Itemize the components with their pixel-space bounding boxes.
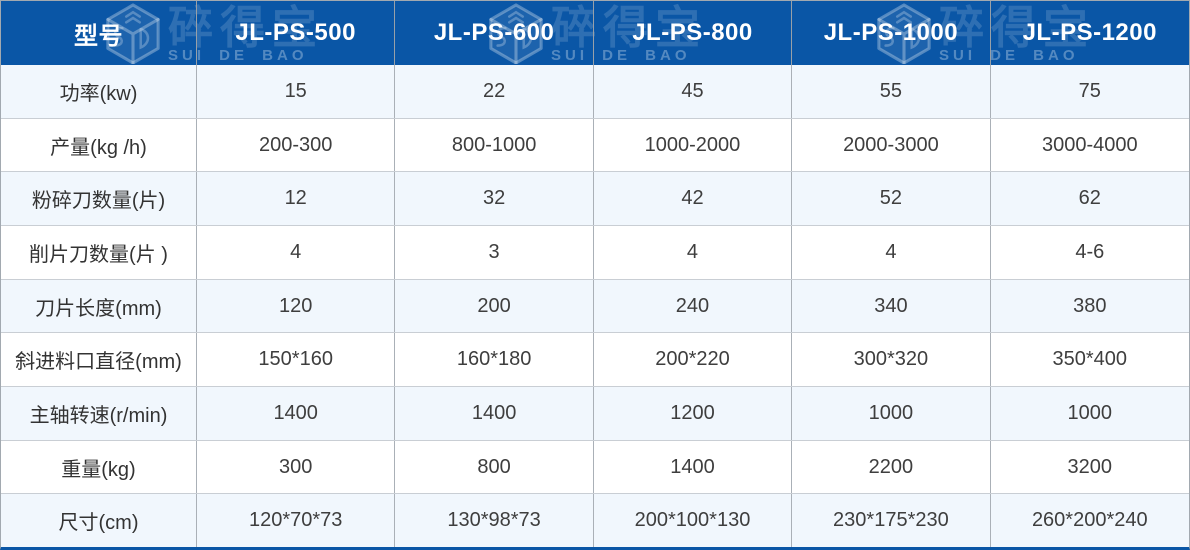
spec-value: 4	[197, 226, 396, 279]
spec-value: 1000-2000	[594, 118, 793, 172]
spec-row-inlet-diameter: 斜进料口直径(mm) 150*160 160*180 200*220 300*3…	[1, 332, 1189, 387]
spec-value: 3000-4000	[1041, 133, 1138, 156]
spec-value: 120	[197, 279, 396, 333]
spec-value: 1400	[197, 387, 396, 440]
spec-value: 45	[594, 65, 793, 118]
header-model-label: 型号	[1, 1, 197, 65]
table-header: 碎得宝 SUI DE BAO	[1, 1, 1189, 65]
spec-row-crushing-blades: 粉碎刀数量(片) 12 32 42 52 62	[1, 171, 1189, 226]
spec-value: 32	[395, 172, 594, 226]
spec-row-weight: 重量(kg) 300 800 1400 2200 3200	[1, 439, 1189, 494]
spec-value: 300	[197, 440, 396, 494]
spec-value: 230*175*230	[792, 494, 991, 548]
header-col-jl-ps-800: JL-PS-800	[594, 1, 793, 65]
row-label: 削片刀数量(片 )	[1, 226, 197, 279]
spec-value: 1000	[1067, 401, 1113, 424]
spec-value: 300*320	[792, 333, 991, 387]
row-label: 功率(kw)	[1, 65, 197, 118]
spec-value: 800-1000	[395, 118, 594, 172]
spec-value: 150*160	[197, 333, 396, 387]
spec-value: 130*98*73	[395, 494, 594, 548]
spec-value: 200	[395, 279, 594, 333]
spec-value: 1200	[594, 387, 793, 440]
row-label: 产量(kg /h)	[1, 118, 197, 172]
spec-row-chipping-blades: 削片刀数量(片 ) 4 3 4 4 4-6	[1, 225, 1189, 279]
spec-value: 3200	[1067, 455, 1113, 478]
spec-value: 200-300	[197, 118, 396, 172]
spec-value: 800	[395, 440, 594, 494]
spec-value: 260*200*240	[1031, 509, 1148, 532]
spec-value: 1400	[594, 440, 793, 494]
spec-value: 3	[395, 226, 594, 279]
spec-value: 350*400	[1052, 348, 1128, 371]
row-label: 重量(kg)	[1, 440, 197, 494]
spec-value: 240	[594, 279, 793, 333]
header-col-jl-ps-1200: JL-PS-1200	[1022, 19, 1157, 46]
spec-row-power: 功率(kw) 15 22 45 55 75	[1, 65, 1189, 118]
spec-value: 4	[594, 226, 793, 279]
row-label: 粉碎刀数量(片)	[1, 172, 197, 226]
row-label: 斜进料口直径(mm)	[1, 333, 197, 387]
spec-value: 200*220	[594, 333, 793, 387]
spec-value: 15	[197, 65, 396, 118]
header-col-jl-ps-600: JL-PS-600	[395, 1, 594, 65]
spec-row-dimensions: 尺寸(cm) 120*70*73 130*98*73 200*100*130 2…	[1, 493, 1189, 548]
spec-value: 22	[395, 65, 594, 118]
spec-value: 62	[1078, 187, 1101, 210]
spec-row-capacity: 产量(kg /h) 200-300 800-1000 1000-2000 200…	[1, 117, 1189, 172]
header-col-jl-ps-500: JL-PS-500	[197, 1, 396, 65]
spec-value: 2200	[792, 440, 991, 494]
spec-value: 4-6	[1075, 240, 1105, 263]
spec-value: 1400	[395, 387, 594, 440]
spec-value: 380	[1073, 294, 1107, 317]
spec-value: 4	[792, 226, 991, 279]
spec-value: 42	[594, 172, 793, 226]
spec-value: 1000	[792, 387, 991, 440]
spec-value: 52	[792, 172, 991, 226]
spec-value: 75	[1078, 79, 1101, 102]
row-label: 主轴转速(r/min)	[1, 387, 197, 440]
spec-value: 120*70*73	[197, 494, 396, 548]
spec-value: 340	[792, 279, 991, 333]
spec-value: 2000-3000	[792, 118, 991, 172]
spec-value: 160*180	[395, 333, 594, 387]
spec-value: 55	[792, 65, 991, 118]
spec-value: 200*100*130	[594, 494, 793, 548]
row-label: 刀片长度(mm)	[1, 279, 197, 333]
row-label: 尺寸(cm)	[1, 494, 197, 548]
spec-row-spindle-speed: 主轴转速(r/min) 1400 1400 1200 1000 1000	[1, 386, 1189, 440]
spec-row-blade-length: 刀片长度(mm) 120 200 240 340 380	[1, 278, 1189, 333]
table-body: 功率(kw) 15 22 45 55 75 产量(kg /h) 200-300 …	[1, 65, 1189, 548]
header-col-jl-ps-1000: JL-PS-1000	[792, 1, 991, 65]
spec-value: 12	[197, 172, 396, 226]
